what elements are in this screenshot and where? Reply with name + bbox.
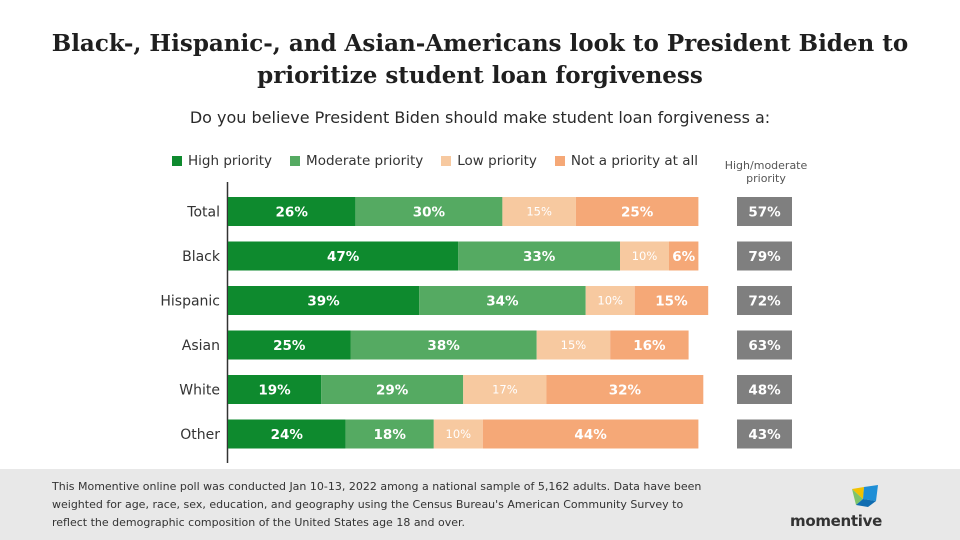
bar-asian-high-priority	[228, 330, 351, 360]
bar-black-low-priority	[620, 241, 669, 271]
legend-label-moderate: Moderate priority	[306, 153, 424, 169]
data-label-white-low-priority: 17%	[492, 383, 518, 397]
bar-white-high-priority	[228, 375, 322, 404]
bar-other-low-priority	[433, 419, 483, 449]
bar-white-not-a-priority-at-all	[546, 375, 704, 404]
high-moderate-box-total	[737, 197, 792, 226]
data-label-asian-low-priority: 15%	[561, 338, 587, 352]
data-label-total-moderate-priority: 30%	[413, 205, 446, 221]
bar-hispanic-low-priority	[585, 286, 635, 315]
methodology-note-line-2: weighted for age, race, sex, education, …	[52, 498, 684, 511]
data-label-other-moderate-priority: 18%	[374, 427, 407, 443]
legend-item-low: Low priority	[441, 153, 537, 169]
momentive-logo: momentive	[790, 485, 900, 530]
methodology-note-line-3: reflect the demographic composition of t…	[52, 516, 466, 529]
high-moderate-value-asian: 63%	[748, 338, 781, 354]
legend-item-high: High priority	[172, 153, 272, 169]
category-label-black: Black	[182, 249, 221, 265]
legend-swatch-low	[441, 156, 452, 166]
data-label-black-low-priority: 10%	[632, 249, 658, 263]
bar-white-low-priority	[463, 375, 547, 404]
bar-hispanic-moderate-priority	[419, 286, 586, 315]
data-label-white-not-a-priority-at-all: 32%	[609, 383, 642, 399]
bar-asian-not-a-priority-at-all	[610, 330, 689, 360]
data-label-asian-moderate-priority: 38%	[427, 338, 460, 354]
high-moderate-header: High/moderate priority	[716, 159, 816, 185]
category-label-total: Total	[186, 205, 220, 221]
data-label-hispanic-low-priority: 10%	[597, 294, 623, 308]
high-moderate-value-other: 43%	[748, 427, 781, 443]
momentive-wordmark: momentive	[790, 512, 882, 530]
methodology-note-line-1: This Momentive online poll was conducted…	[52, 480, 702, 493]
chart-legend: High priority Moderate priority Low prio…	[172, 152, 716, 170]
legend-item-moderate: Moderate priority	[290, 153, 423, 169]
high-moderate-value-white: 48%	[748, 383, 781, 399]
high-moderate-box-other	[737, 419, 792, 449]
legend-swatch-high	[172, 156, 182, 166]
legend-label-not: Not a priority at all	[570, 153, 699, 169]
legend-label-high: High priority	[188, 153, 273, 169]
high-moderate-value-black: 79%	[748, 249, 781, 265]
category-label-asian: Asian	[182, 338, 220, 354]
data-label-black-not-a-priority-at-all: 6%	[672, 249, 695, 265]
data-label-total-high-priority: 26%	[276, 205, 309, 221]
data-label-other-not-a-priority-at-all: 44%	[574, 427, 607, 443]
data-label-total-low-priority: 15%	[526, 205, 552, 219]
bar-black-high-priority	[228, 241, 459, 271]
data-label-hispanic-moderate-priority: 34%	[486, 294, 519, 310]
category-label-hispanic: Hispanic	[160, 294, 220, 310]
chart-title-line-1: Black-, Hispanic-, and Asian-Americans l…	[51, 30, 909, 57]
category-label-white: White	[179, 383, 220, 399]
legend-item-not: Not a priority at all	[554, 153, 699, 169]
bar-total-moderate-priority	[355, 197, 503, 226]
bar-total-low-priority	[502, 197, 576, 226]
bar-asian-moderate-priority	[350, 330, 537, 360]
data-label-total-not-a-priority-at-all: 25%	[621, 205, 654, 221]
category-label-other: Other	[180, 427, 220, 443]
bar-black-moderate-priority	[458, 241, 620, 271]
legend-label-low: Low priority	[457, 153, 537, 169]
data-label-white-high-priority: 19%	[258, 383, 291, 399]
bar-hispanic-not-a-priority-at-all	[634, 286, 709, 315]
data-label-other-high-priority: 24%	[271, 427, 304, 443]
data-label-other-low-priority: 10%	[446, 427, 472, 441]
data-label-asian-high-priority: 25%	[273, 338, 306, 354]
bar-total-not-a-priority-at-all	[575, 197, 699, 226]
data-label-hispanic-high-priority: 39%	[307, 294, 340, 310]
data-label-black-high-priority: 47%	[327, 249, 360, 265]
high-moderate-value-hispanic: 72%	[748, 294, 781, 310]
high-moderate-box-hispanic	[737, 286, 792, 315]
high-moderate-box-white	[737, 375, 792, 404]
bar-other-not-a-priority-at-all	[482, 419, 699, 449]
data-label-asian-not-a-priority-at-all: 16%	[633, 338, 666, 354]
high-moderate-header-line-2: priority	[746, 172, 786, 185]
bar-asian-low-priority	[536, 330, 611, 360]
bar-total-high-priority	[228, 197, 356, 226]
legend-swatch-moderate	[290, 156, 301, 166]
bar-other-moderate-priority	[345, 419, 434, 449]
high-moderate-box-black	[737, 241, 792, 271]
data-label-hispanic-not-a-priority-at-all: 15%	[655, 294, 688, 310]
bar-hispanic-high-priority	[228, 286, 420, 315]
data-label-white-moderate-priority: 29%	[376, 383, 409, 399]
chart-subtitle: Do you believe President Biden should ma…	[189, 108, 771, 127]
high-moderate-box-asian	[737, 330, 792, 360]
bar-white-moderate-priority	[321, 375, 464, 404]
footer: This Momentive online poll was conducted…	[0, 469, 960, 540]
bar-other-high-priority	[228, 419, 346, 449]
momentive-logo-icon	[852, 485, 878, 507]
legend-swatch-not	[554, 156, 565, 166]
methodology-note: This Momentive online poll was conducted…	[52, 478, 772, 532]
high-moderate-header-line-1: High/moderate	[724, 159, 808, 172]
high-moderate-value-total: 57%	[748, 205, 781, 221]
data-label-black-moderate-priority: 33%	[523, 249, 556, 265]
chart-title: Black-, Hispanic-, and Asian-Americans l…	[40, 28, 920, 92]
bar-black-not-a-priority-at-all	[669, 241, 699, 271]
chart-title-line-2: prioritize student loan forgiveness	[257, 62, 703, 89]
